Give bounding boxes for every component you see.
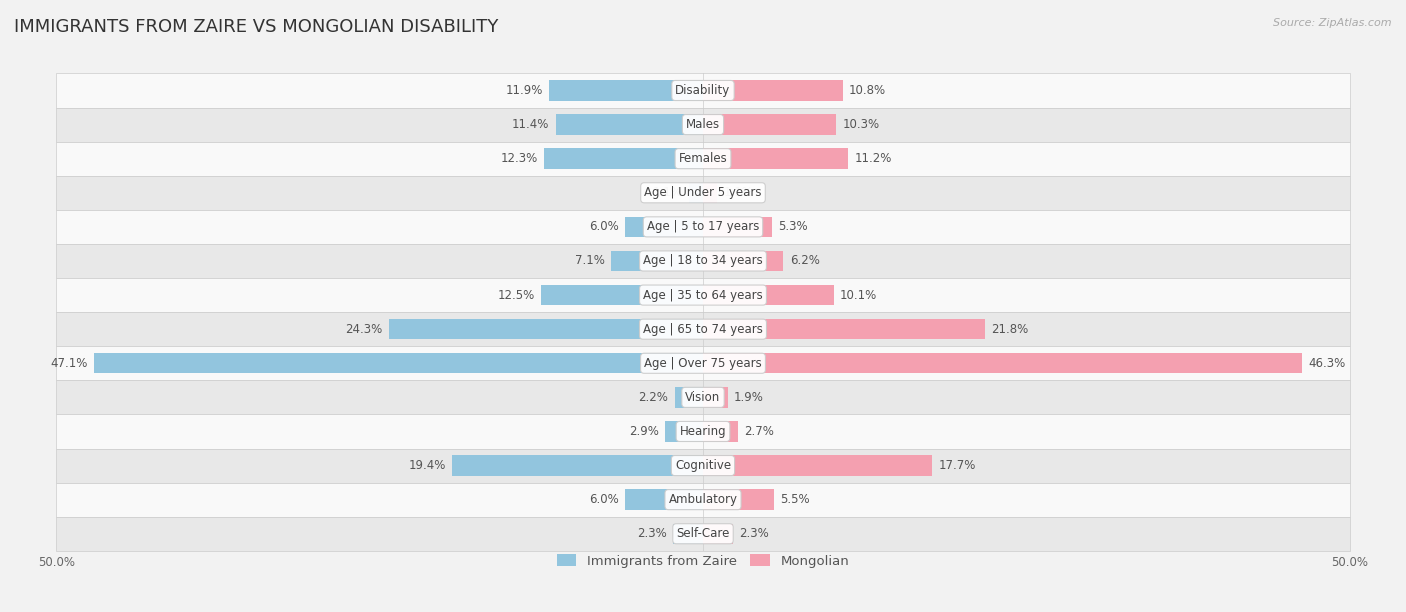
Text: 46.3%: 46.3% (1309, 357, 1346, 370)
Bar (56, 141, 1350, 176)
Bar (665, 421, 703, 442)
Text: 7.1%: 7.1% (575, 255, 605, 267)
Text: 2.3%: 2.3% (637, 528, 666, 540)
Bar (56, 449, 1350, 483)
Text: 10.1%: 10.1% (841, 289, 877, 302)
Text: 1.9%: 1.9% (734, 391, 763, 404)
Text: 6.2%: 6.2% (790, 255, 820, 267)
Bar (703, 217, 772, 237)
Bar (703, 114, 837, 135)
Text: Age | 65 to 74 years: Age | 65 to 74 years (643, 323, 763, 335)
Bar (626, 490, 703, 510)
Text: Ambulatory: Ambulatory (668, 493, 738, 506)
Bar (56, 483, 1350, 517)
Text: 2.7%: 2.7% (744, 425, 775, 438)
Bar (703, 80, 842, 101)
Bar (56, 278, 1350, 312)
Text: Cognitive: Cognitive (675, 459, 731, 472)
Text: 10.3%: 10.3% (842, 118, 880, 131)
Text: Age | 35 to 64 years: Age | 35 to 64 years (643, 289, 763, 302)
Bar (703, 182, 717, 203)
Text: Vision: Vision (685, 391, 721, 404)
Text: 2.3%: 2.3% (740, 528, 769, 540)
Text: Females: Females (679, 152, 727, 165)
Bar (56, 414, 1350, 449)
Text: 21.8%: 21.8% (991, 323, 1029, 335)
Bar (612, 251, 703, 271)
Bar (56, 380, 1350, 414)
Text: 24.3%: 24.3% (344, 323, 382, 335)
Bar (703, 285, 834, 305)
Text: 17.7%: 17.7% (938, 459, 976, 472)
Bar (673, 523, 703, 544)
Bar (94, 353, 703, 373)
Bar (56, 346, 1350, 380)
Text: Self-Care: Self-Care (676, 528, 730, 540)
Text: 1.1%: 1.1% (724, 186, 754, 200)
Text: 11.2%: 11.2% (855, 152, 891, 165)
Bar (689, 182, 703, 203)
Text: 19.4%: 19.4% (408, 459, 446, 472)
Text: Age | 5 to 17 years: Age | 5 to 17 years (647, 220, 759, 233)
Bar (544, 149, 703, 169)
Text: IMMIGRANTS FROM ZAIRE VS MONGOLIAN DISABILITY: IMMIGRANTS FROM ZAIRE VS MONGOLIAN DISAB… (14, 18, 499, 36)
Bar (703, 455, 932, 476)
Text: 5.5%: 5.5% (780, 493, 810, 506)
Text: Source: ZipAtlas.com: Source: ZipAtlas.com (1274, 18, 1392, 28)
Bar (56, 108, 1350, 141)
Bar (388, 319, 703, 340)
Text: 2.9%: 2.9% (628, 425, 659, 438)
Text: 1.1%: 1.1% (652, 186, 682, 200)
Text: Age | Over 75 years: Age | Over 75 years (644, 357, 762, 370)
Bar (703, 387, 727, 408)
Bar (675, 387, 703, 408)
Bar (56, 244, 1350, 278)
Text: 47.1%: 47.1% (49, 357, 87, 370)
Bar (703, 149, 848, 169)
Text: Age | Under 5 years: Age | Under 5 years (644, 186, 762, 200)
Text: Males: Males (686, 118, 720, 131)
Text: 6.0%: 6.0% (589, 493, 619, 506)
Bar (703, 523, 733, 544)
Bar (541, 285, 703, 305)
Bar (56, 312, 1350, 346)
Text: 12.5%: 12.5% (498, 289, 534, 302)
Text: Age | 18 to 34 years: Age | 18 to 34 years (643, 255, 763, 267)
Bar (453, 455, 703, 476)
Bar (56, 73, 1350, 108)
Bar (56, 517, 1350, 551)
Bar (703, 319, 986, 340)
Bar (56, 210, 1350, 244)
Text: 10.8%: 10.8% (849, 84, 886, 97)
Bar (555, 114, 703, 135)
Bar (703, 251, 783, 271)
Text: 5.3%: 5.3% (778, 220, 807, 233)
Text: 11.4%: 11.4% (512, 118, 550, 131)
Text: 6.0%: 6.0% (589, 220, 619, 233)
Bar (703, 490, 775, 510)
Text: 2.2%: 2.2% (638, 391, 668, 404)
Bar (703, 353, 1302, 373)
Legend: Immigrants from Zaire, Mongolian: Immigrants from Zaire, Mongolian (551, 549, 855, 573)
Text: Disability: Disability (675, 84, 731, 97)
Bar (703, 421, 738, 442)
Text: Hearing: Hearing (679, 425, 727, 438)
Bar (56, 176, 1350, 210)
Text: 11.9%: 11.9% (505, 84, 543, 97)
Bar (626, 217, 703, 237)
Text: 12.3%: 12.3% (501, 152, 537, 165)
Bar (550, 80, 703, 101)
